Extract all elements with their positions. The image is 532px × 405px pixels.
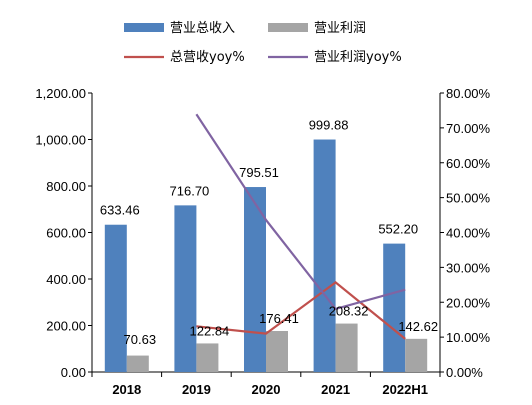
profit-data-label: 122.84	[190, 323, 230, 338]
bar-revenue	[174, 205, 197, 372]
revenue-data-label: 716.70	[170, 183, 210, 198]
profit-data-label: 176.41	[259, 311, 299, 326]
legend-swatch	[124, 23, 164, 32]
y-right-tick-label: 50.00%	[446, 191, 491, 206]
lines	[195, 113, 406, 340]
x-tick-label: 2019	[182, 382, 211, 397]
bar-profit	[126, 355, 149, 372]
y-left-tick-label: 600.00	[46, 226, 86, 241]
x-tick-label: 2022H1	[382, 382, 428, 397]
y-right-tick-label: 10.00%	[446, 330, 491, 345]
y-right-tick-label: 70.00%	[446, 121, 491, 136]
revenue-yoy-line	[196, 280, 406, 340]
y-right-tick-label: 30.00%	[446, 260, 491, 275]
legend-label: 营业利润yoy%	[314, 50, 402, 65]
y-right-tick-label: 60.00%	[446, 156, 491, 171]
y-left-tick-label: 400.00	[46, 272, 86, 287]
y-right-tick-label: 0.00%	[446, 365, 483, 380]
x-tick-label: 2021	[321, 382, 350, 397]
revenue-data-label: 552.20	[378, 222, 418, 237]
x-tick-label: 2018	[112, 382, 141, 397]
bars	[104, 139, 428, 372]
y-left-tick-label: 0.00	[61, 365, 86, 380]
bar-revenue	[104, 224, 127, 372]
y-right-tick-label: 40.00%	[446, 226, 491, 241]
profit-data-label: 142.62	[398, 319, 438, 334]
x-tick-label: 2020	[252, 382, 281, 397]
profit-data-label: 208.32	[329, 304, 369, 319]
legend-label: 总营收yoy%	[170, 50, 245, 65]
data-labels: 633.46 716.70 795.51 999.88 552.20 70.63 122.8…	[100, 118, 438, 347]
axes: 0.00 200.00 400.00 600.00 800.00 1,000.00 1,20…	[35, 86, 490, 397]
y-right-tick-label: 80.00%	[446, 86, 491, 101]
bar-profit	[405, 338, 428, 372]
revenue-data-label: 795.51	[239, 165, 279, 180]
y-right-tick-label: 20.00%	[446, 295, 491, 310]
bar-profit	[196, 343, 219, 372]
y-left-tick-label: 1,200.00	[35, 86, 86, 101]
y-left-tick-label: 200.00	[46, 319, 86, 334]
profit-yoy-line	[195, 113, 406, 311]
bar-revenue	[313, 139, 336, 372]
y-left-tick-label: 1,000.00	[35, 133, 86, 148]
bar-profit	[266, 330, 288, 372]
legend-swatch	[268, 23, 308, 32]
bar-revenue	[244, 187, 266, 372]
revenue-data-label: 633.46	[100, 203, 140, 218]
profit-data-label: 70.63	[124, 332, 157, 347]
revenue-data-label: 999.88	[309, 118, 349, 133]
legend-label: 营业总收入	[170, 21, 235, 36]
y-left-tick-label: 800.00	[46, 179, 86, 194]
bar-revenue	[383, 243, 406, 372]
legend-label: 营业利润	[314, 21, 366, 36]
bar-profit	[335, 323, 358, 372]
